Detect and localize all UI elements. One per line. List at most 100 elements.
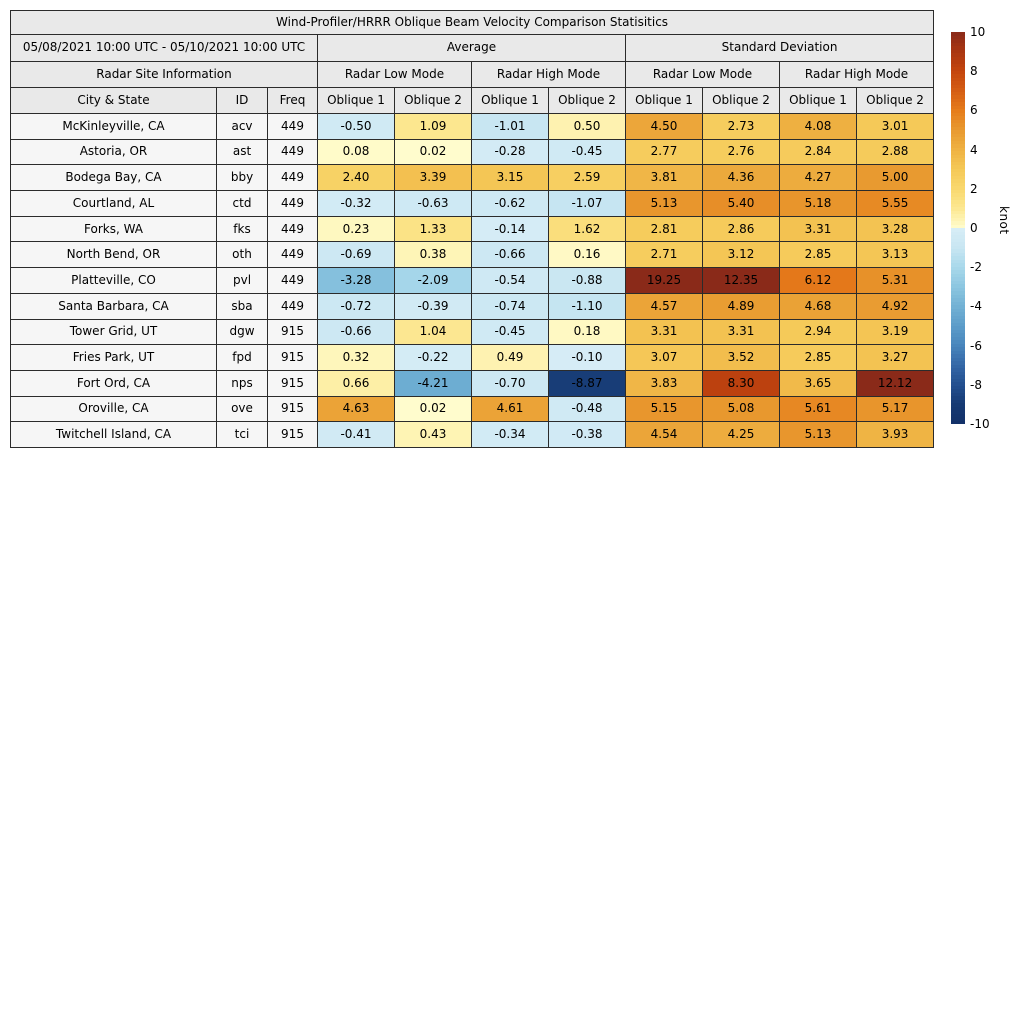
site-id-cell: bby (216, 164, 268, 192)
section-header-row: 05/08/2021 10:00 UTC - 05/10/2021 10:00 … (10, 34, 935, 62)
city-state-cell: Courtland, AL (10, 190, 217, 217)
value-cell: 4.54 (625, 421, 703, 448)
colorbar-tick-label: -6 (970, 338, 982, 353)
colorbar-slice (951, 151, 965, 155)
value-cell: -4.21 (394, 369, 472, 397)
value-cell: 3.83 (625, 369, 703, 397)
value-cell: 2.86 (702, 215, 780, 243)
value-cell: 3.07 (625, 344, 703, 371)
colorbar-slice (951, 270, 965, 274)
oblique2-column-header: Oblique 2 (394, 87, 472, 114)
colorbar (951, 32, 965, 424)
value-cell: 5.31 (855, 267, 935, 294)
value-cell: 5.13 (625, 190, 703, 217)
city-state-cell: Tower Grid, UT (10, 318, 217, 346)
colorbar-slice (951, 256, 965, 260)
table-row: McKinleyville, CA acv 449 -0.50 1.09 -1.01 0.5… (10, 113, 935, 140)
value-cell: 0.50 (548, 113, 626, 140)
colorbar-slice (951, 350, 965, 354)
colorbar-slice (951, 420, 965, 424)
colorbar-slice (951, 109, 965, 113)
freq-cell: 915 (267, 318, 318, 346)
colorbar-slice (951, 137, 965, 141)
freq-cell: 449 (267, 215, 318, 243)
value-cell: -3.28 (317, 267, 395, 294)
site-id-cell: fpd (216, 344, 268, 371)
colorbar-axis-label: knot (997, 206, 1011, 235)
colorbar-slice (951, 88, 965, 92)
value-cell: 2.77 (625, 138, 703, 166)
value-cell: 4.92 (855, 292, 935, 320)
colorbar-slice (951, 203, 965, 207)
value-cell: -0.41 (317, 421, 395, 448)
value-cell: -0.66 (317, 318, 395, 346)
value-cell: 3.81 (625, 164, 703, 192)
colorbar-slice (951, 193, 965, 197)
colorbar-slice (951, 333, 965, 337)
value-cell: -1.07 (548, 190, 626, 217)
value-cell: 5.40 (702, 190, 780, 217)
value-cell: 2.73 (702, 113, 780, 140)
id-column-header: ID (216, 87, 268, 114)
colorbar-tick-label: 2 (970, 181, 978, 196)
value-cell: 3.65 (779, 369, 857, 397)
value-cell: 2.59 (548, 164, 626, 192)
colorbar-slice (951, 224, 965, 228)
value-cell: 5.55 (855, 190, 935, 217)
freq-cell: 449 (267, 113, 318, 140)
value-cell: 3.27 (855, 344, 935, 371)
value-cell: 0.08 (317, 138, 395, 166)
site-info-header: Radar Site Information (10, 61, 318, 88)
colorbar-slice (951, 242, 965, 246)
avg-high-mode-header: Radar High Mode (471, 61, 626, 88)
std-high-mode-header: Radar High Mode (778, 61, 935, 88)
value-cell: 4.63 (317, 395, 395, 423)
colorbar-slice (951, 347, 965, 351)
table-row: Fries Park, UT fpd 915 0.32 -0.22 0.49 -0.10 3.… (10, 344, 935, 371)
freq-cell: 915 (267, 344, 318, 371)
colorbar-slice (951, 70, 965, 74)
value-cell: -0.32 (317, 190, 395, 217)
value-cell: -0.66 (471, 241, 549, 269)
colorbar-slice (951, 364, 965, 368)
value-cell: 2.84 (779, 138, 857, 166)
table-row: Twitchell Island, CA tci 915 -0.41 0.43 -0.34… (10, 421, 935, 448)
colorbar-tick-label: -10 (970, 417, 990, 431)
colorbar-slice (951, 392, 965, 396)
colorbar-slice (951, 266, 965, 270)
city-state-cell: Twitchell Island, CA (10, 421, 217, 448)
value-cell: 3.15 (471, 164, 549, 192)
value-cell: 4.61 (471, 395, 549, 423)
colorbar-slice (951, 98, 965, 102)
value-cell: -0.28 (471, 138, 549, 166)
freq-cell: 449 (267, 138, 318, 166)
colorbar-slice (951, 105, 965, 109)
colorbar-slice (951, 189, 965, 193)
colorbar-slice (951, 56, 965, 60)
colorbar-slice (951, 81, 965, 85)
value-cell: 3.93 (855, 421, 935, 448)
colorbar-slice (951, 200, 965, 204)
colorbar-tick-label: -8 (970, 377, 982, 392)
colorbar-slice (951, 410, 965, 414)
colorbar-slice (951, 263, 965, 267)
colorbar-slice (951, 417, 965, 421)
site-id-cell: ove (216, 395, 268, 423)
city-state-cell: North Bend, OR (10, 241, 217, 269)
value-cell: 0.43 (394, 421, 472, 448)
site-id-cell: acv (216, 113, 268, 140)
colorbar-slice (951, 42, 965, 46)
value-cell: 6.12 (779, 267, 857, 294)
colorbar-slice (951, 235, 965, 239)
value-cell: -0.22 (394, 344, 472, 371)
value-cell: -0.63 (394, 190, 472, 217)
colorbar-slice (951, 91, 965, 95)
value-cell: 3.31 (702, 318, 780, 346)
colorbar-slice (951, 67, 965, 71)
value-cell: 5.61 (779, 395, 857, 423)
site-id-cell: pvl (216, 267, 268, 294)
colorbar-slice (951, 116, 965, 120)
oblique2-column-header: Oblique 2 (548, 87, 626, 114)
colorbar-slice (951, 396, 965, 400)
colorbar-tick-label: -4 (970, 299, 982, 314)
